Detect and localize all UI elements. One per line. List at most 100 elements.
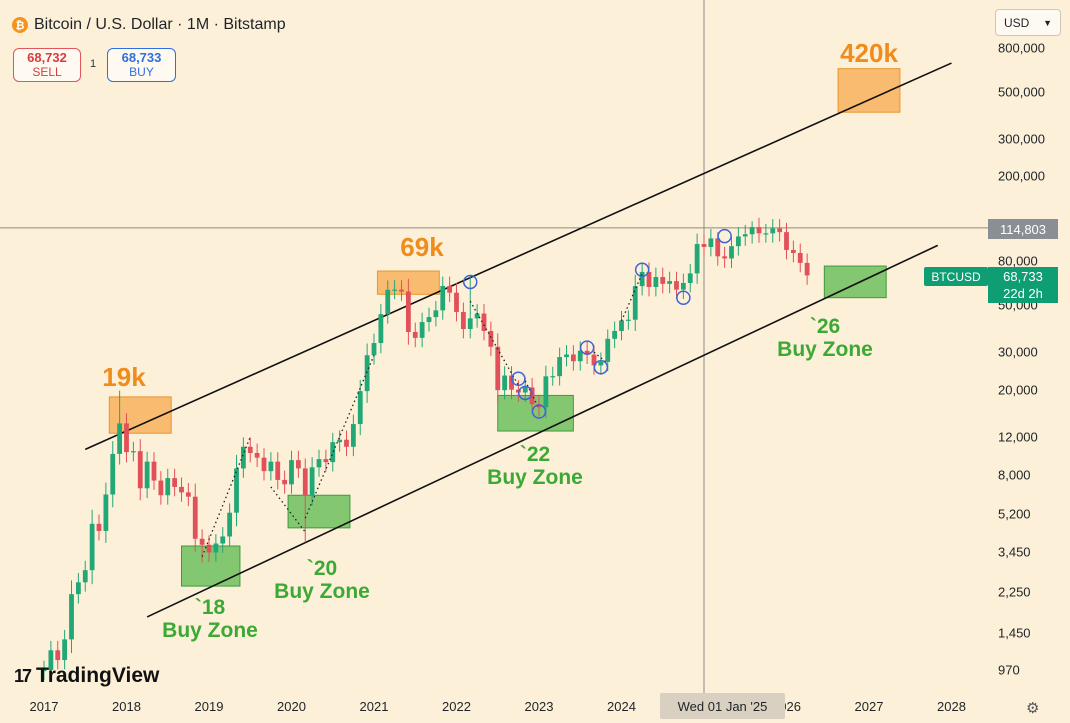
buy-zone-year-2020: `20 (306, 557, 338, 580)
candle-body (653, 277, 659, 288)
peak-label-target: 420k (840, 38, 898, 68)
spread-value: 1 (90, 58, 97, 70)
candle-body (309, 467, 315, 496)
symbol-title: Bitcoin / U.S. Dollar · 1M · Bitstamp (34, 16, 286, 33)
candle-body (708, 238, 714, 247)
candle-body (770, 228, 776, 234)
candle-body (591, 354, 597, 366)
candle-body (192, 496, 198, 539)
candle-body (777, 228, 783, 233)
y-axis-label: 300,000 (998, 131, 1045, 147)
candle-body (275, 461, 281, 480)
candle-body (392, 289, 398, 291)
candle-body (124, 423, 129, 453)
candle-body (337, 439, 343, 443)
candle-body (89, 523, 95, 571)
candle-body (344, 439, 349, 447)
candle-body (715, 238, 721, 257)
candle-body (103, 494, 109, 531)
buy-zone-year-2022: `22 (519, 443, 551, 466)
chevron-down-icon: ▼ (1043, 17, 1052, 28)
buy-zone-label-2018: Buy Zone (162, 619, 258, 642)
pivot-circle (593, 359, 609, 375)
candle-body (330, 442, 336, 463)
candle-body (185, 492, 191, 497)
crosshair-date-label: Wed 01 Jan '25 (660, 693, 785, 719)
pivot-circle (676, 290, 691, 305)
candle-body (96, 523, 102, 531)
x-axis-label: 2022 (442, 699, 471, 714)
candle-body (467, 318, 473, 330)
candle-body (790, 249, 796, 253)
symbol-header[interactable]: ₿ Bitcoin / U.S. Dollar · 1M · Bitstamp (12, 16, 286, 34)
candle-body (227, 512, 233, 537)
y-axis-label: 500,000 (998, 84, 1045, 100)
candle-body (481, 313, 487, 331)
x-axis-label: 2024 (607, 699, 636, 714)
candle-body (213, 543, 219, 553)
candle-body (350, 424, 356, 447)
y-axis-label: 3,450 (998, 544, 1031, 560)
candle-body (55, 650, 61, 661)
y-axis-label: 12,000 (998, 429, 1038, 445)
symbol-tag: BTCUSD (924, 267, 988, 286)
candle-body (254, 452, 260, 458)
candle-body (509, 375, 514, 390)
candle-body (488, 330, 494, 347)
pivot-circle (511, 371, 526, 387)
y-axis-label: 8,000 (998, 467, 1031, 483)
x-axis-label: 2017 (29, 699, 59, 714)
buy-zone-label-2022: Buy Zone (487, 466, 583, 489)
bar-countdown: 22d 2h (1003, 286, 1043, 301)
currency-selector[interactable]: USD ▼ (995, 9, 1061, 36)
candle-body (605, 338, 611, 362)
candle-body (612, 330, 618, 339)
candle-body (763, 233, 769, 235)
tradingview-logo-text: TradingView (36, 664, 160, 687)
candle-body (240, 446, 246, 469)
gear-icon[interactable]: ⚙ (1026, 700, 1040, 717)
buy-zone-box-2022 (497, 394, 574, 432)
candle-body (172, 478, 178, 487)
candle-body (522, 387, 528, 393)
last-price-tag: 68,733 22d 2h (988, 267, 1058, 303)
candle-body (48, 650, 54, 670)
candle-body (694, 244, 700, 274)
tradingview-logo-icon: 17 (14, 665, 32, 686)
candle-body (385, 289, 391, 315)
dotted-trend-line (270, 486, 306, 533)
buy-button[interactable]: 68,733 BUY (107, 48, 176, 82)
x-axis-label: 2018 (112, 699, 141, 714)
sell-button[interactable]: 68,732 SELL (13, 48, 81, 82)
candle-body (557, 357, 563, 377)
candle-body (295, 460, 301, 469)
bitcoin-icon: ₿ (12, 17, 28, 33)
candle-body (687, 273, 693, 283)
x-axis-label: 2027 (854, 699, 884, 714)
y-axis-label: 80,000 (998, 253, 1038, 269)
peak-label-2017: 19k (102, 362, 146, 392)
buy-zone-label-2020: Buy Zone (274, 580, 370, 603)
candle-body (729, 246, 734, 259)
y-axis-label: 1,450 (998, 625, 1031, 641)
candle-body (502, 375, 508, 391)
candle-body (158, 480, 164, 496)
candle-body (674, 281, 679, 290)
y-axis-label: 20,000 (998, 382, 1038, 398)
y-axis-label: 800,000 (998, 40, 1045, 56)
candle-body (151, 461, 157, 481)
pivot-circle (518, 385, 533, 401)
x-axis-label: 2020 (277, 699, 306, 714)
dotted-trend-line (620, 273, 643, 322)
candle-body (722, 256, 728, 259)
candle-body (405, 291, 411, 332)
crosshair-price-label: 114,803 (988, 219, 1058, 239)
peak-label-2021: 69k (400, 232, 444, 262)
sell-price: 68,732 (27, 50, 67, 65)
candle-body (130, 451, 136, 453)
candle-body (62, 639, 68, 661)
candle-body (220, 536, 226, 544)
dotted-trend-line (524, 380, 540, 409)
candle-body (371, 343, 377, 356)
